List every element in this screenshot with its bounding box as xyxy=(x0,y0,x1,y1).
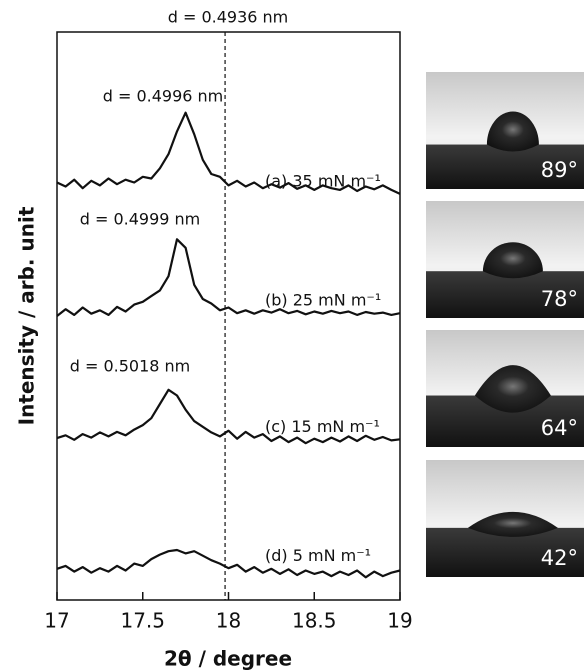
x-axis-title: 2θ / degree xyxy=(164,647,292,671)
droplet xyxy=(486,111,539,152)
xrd-curve xyxy=(56,388,401,445)
contact-angle: 78° xyxy=(541,287,578,311)
series-label: (c) 15 mN m⁻¹ xyxy=(265,417,380,436)
x-tick-label: 18 xyxy=(216,609,241,633)
x-tick-label: 17.5 xyxy=(120,609,165,633)
xrd-curve xyxy=(56,548,401,579)
reference-label: d = 0.4936 nm xyxy=(168,8,289,27)
peak-label: d = 0.5018 nm xyxy=(70,357,191,376)
xrd-curve xyxy=(56,238,401,317)
photo-substrate xyxy=(426,271,584,318)
series-label: (a) 35 mN m⁻¹ xyxy=(265,171,381,190)
peak-label: d = 0.4999 nm xyxy=(80,210,201,229)
droplet xyxy=(474,365,551,413)
contact-angle: 42° xyxy=(541,546,578,570)
x-tick-label: 17 xyxy=(44,609,69,633)
xrd-curve xyxy=(56,111,401,195)
x-tick-label: 18.5 xyxy=(292,609,337,633)
contact-angle: 64° xyxy=(541,416,578,440)
peak-label: d = 0.4996 nm xyxy=(103,87,224,106)
photo-substrate xyxy=(426,144,584,189)
contact-angle: 89° xyxy=(541,158,578,182)
y-axis-title: Intensity / arb. unit xyxy=(15,206,39,425)
droplet xyxy=(467,511,558,537)
droplet xyxy=(482,242,543,279)
plot-frame xyxy=(56,31,401,601)
series-label: (b) 25 mN m⁻¹ xyxy=(265,291,381,310)
series-label: (d) 5 mN m⁻¹ xyxy=(265,546,371,565)
x-tick-label: 19 xyxy=(387,609,412,633)
